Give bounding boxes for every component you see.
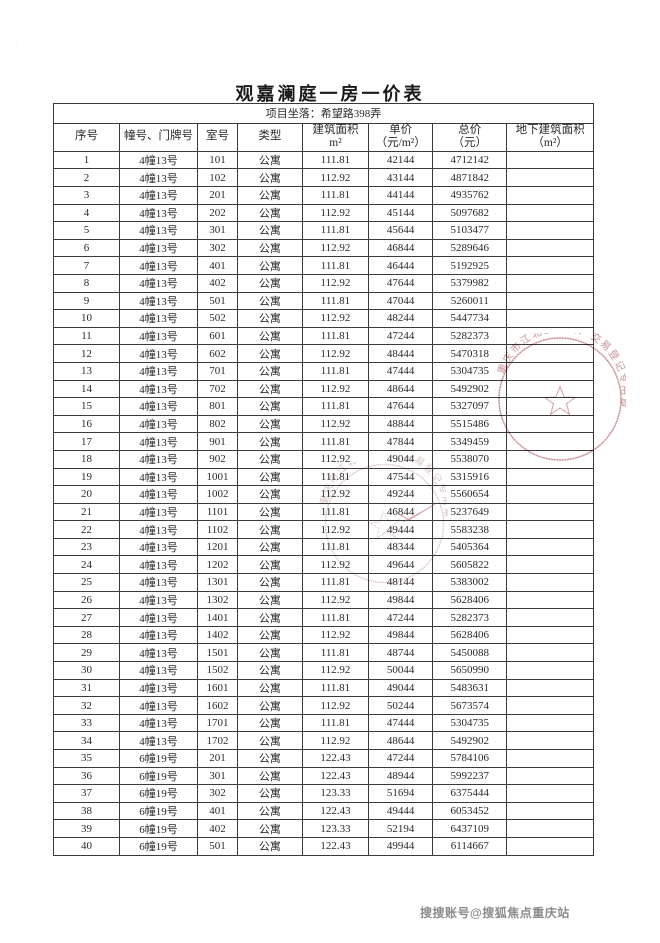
svg-text:重庆市江北区房地产交易登记专用章: 重庆市江北区房地产交易登记专用章 (495, 333, 626, 410)
